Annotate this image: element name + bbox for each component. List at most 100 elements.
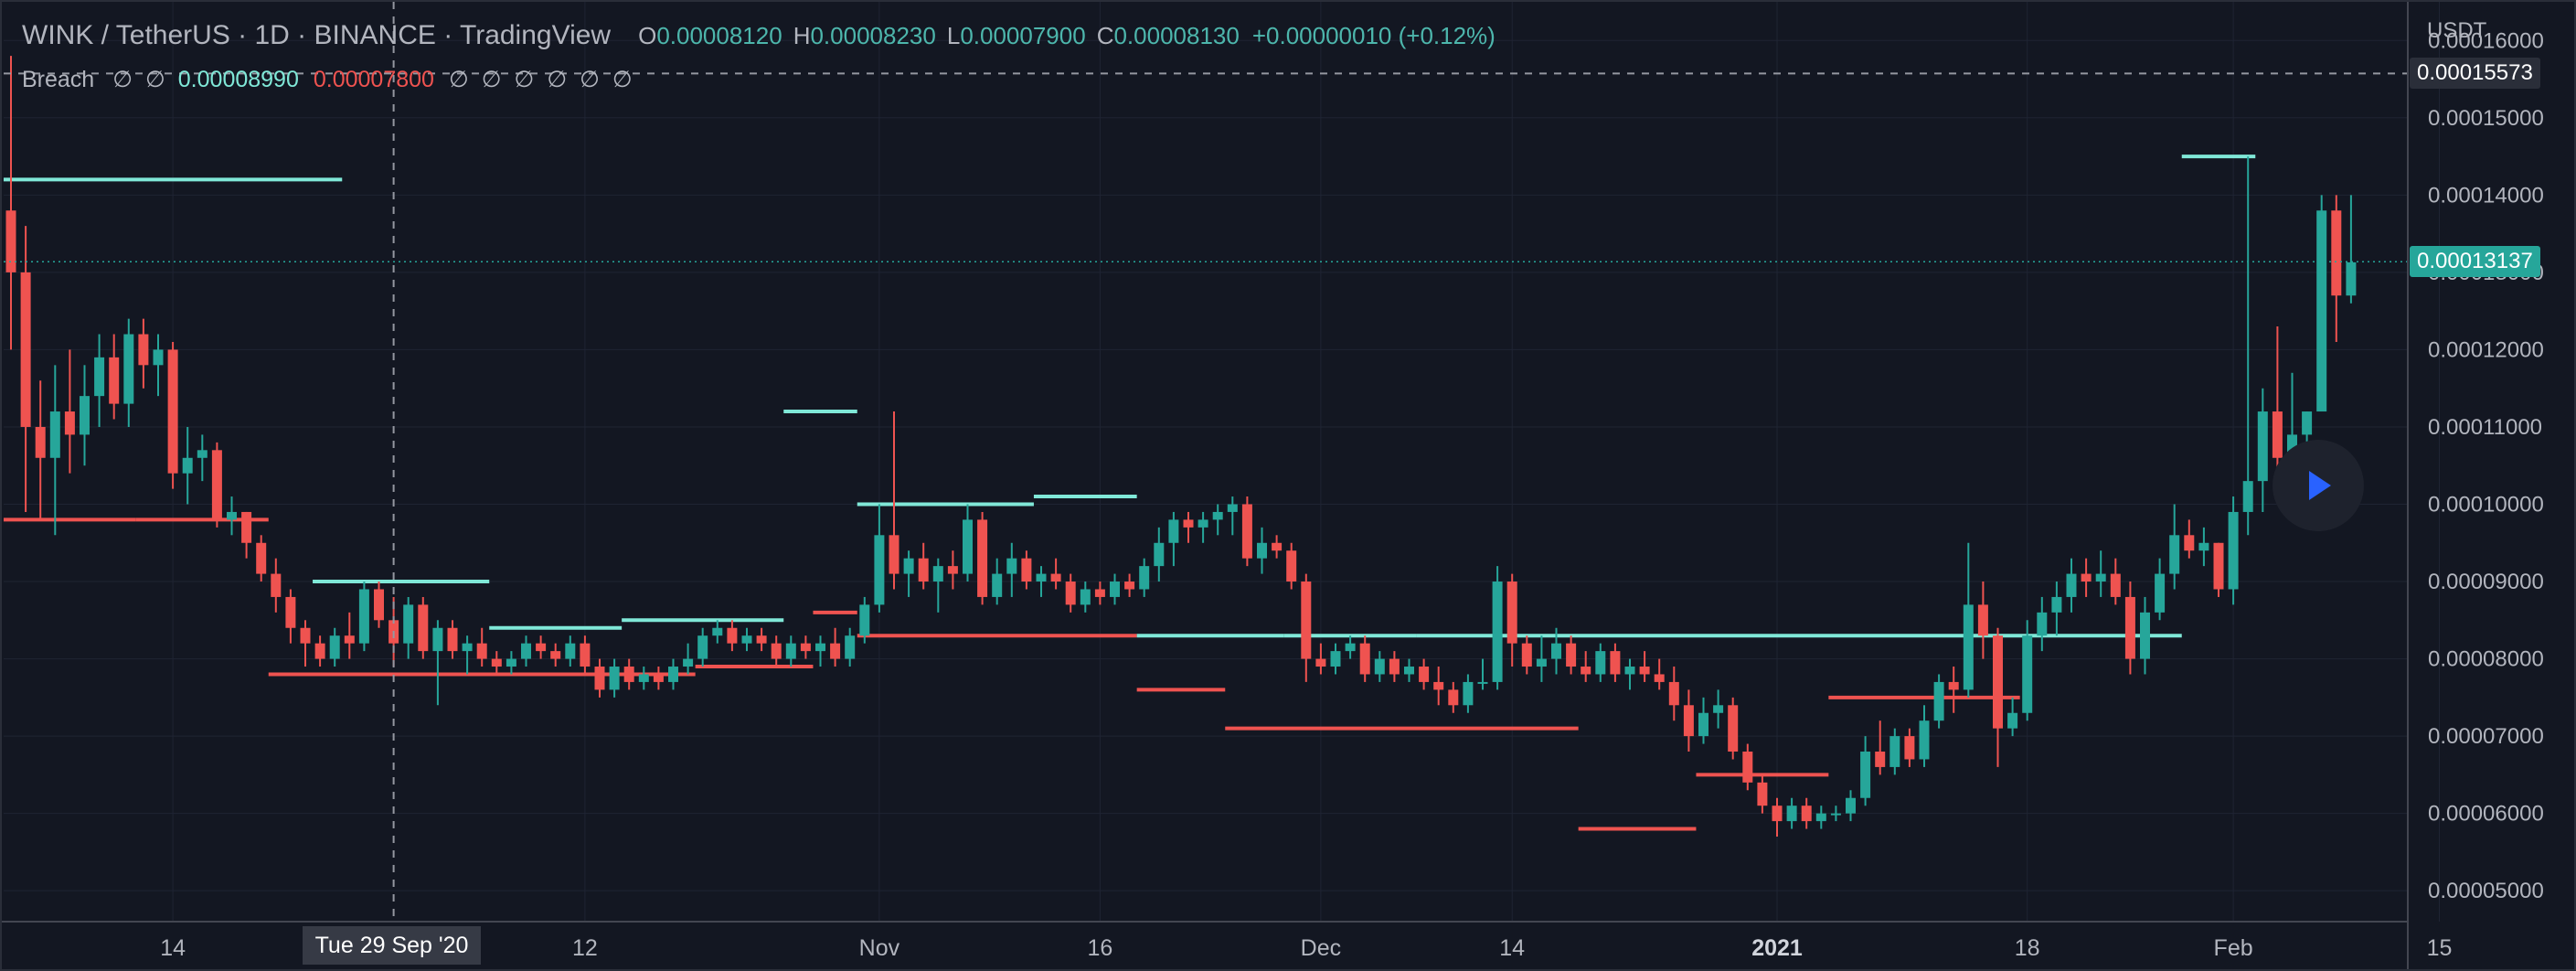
candle-down[interactable] <box>536 635 547 659</box>
candle-down[interactable] <box>285 589 296 644</box>
candle-down[interactable] <box>947 550 958 590</box>
candle-down[interactable] <box>771 635 782 667</box>
candle-up[interactable] <box>609 658 620 698</box>
candle-down[interactable] <box>1521 635 1532 675</box>
candle-down[interactable] <box>2184 519 2195 559</box>
candle-up[interactable] <box>2198 527 2209 567</box>
candle-up[interactable] <box>963 504 973 582</box>
candle-up[interactable] <box>638 667 649 690</box>
candle-down[interactable] <box>977 511 988 605</box>
candle-up[interactable] <box>2155 558 2166 621</box>
candle-down[interactable] <box>241 511 252 559</box>
candle-down[interactable] <box>374 582 384 628</box>
candle-up[interactable] <box>1036 566 1047 597</box>
candle-up[interactable] <box>1815 806 1826 829</box>
candle-up[interactable] <box>123 318 134 427</box>
candle-up[interactable] <box>1110 573 1120 605</box>
candle-down[interactable] <box>1581 651 1591 682</box>
candle-down[interactable] <box>1977 582 1988 659</box>
candle-up[interactable] <box>1919 705 1930 767</box>
candle-down[interactable] <box>1728 697 1739 760</box>
candle-down[interactable] <box>550 643 561 667</box>
candle-up[interactable] <box>49 365 60 536</box>
candle-down[interactable] <box>256 535 267 582</box>
candle-down[interactable] <box>1772 797 1783 838</box>
candle-up[interactable] <box>2051 582 2062 636</box>
candle-up[interactable] <box>1006 542 1017 597</box>
candle-up[interactable] <box>197 434 208 482</box>
candle-up[interactable] <box>697 627 708 667</box>
candle-down[interactable] <box>491 651 502 675</box>
candle-up[interactable] <box>462 635 473 675</box>
candle-down[interactable] <box>1094 582 1105 605</box>
candle-down[interactable] <box>1668 667 1679 721</box>
candle-down[interactable] <box>830 627 841 667</box>
candle-up[interactable] <box>1786 797 1797 829</box>
candle-up[interactable] <box>1374 651 1385 682</box>
candle-up[interactable] <box>2066 558 2077 613</box>
candle-up[interactable] <box>668 658 678 690</box>
candle-up[interactable] <box>1463 674 1474 713</box>
candle-down[interactable] <box>918 542 929 590</box>
candle-up[interactable] <box>1551 627 1561 675</box>
candle-down[interactable] <box>20 226 31 512</box>
indicator-name[interactable]: Breach <box>22 67 95 92</box>
candle-up[interactable] <box>1698 697 1708 744</box>
candle-down[interactable] <box>1875 720 1886 775</box>
candle-up[interactable] <box>2316 195 2327 412</box>
candle-up[interactable] <box>80 365 90 466</box>
candle-up[interactable] <box>94 334 105 427</box>
candle-up[interactable] <box>2095 550 2106 597</box>
candle-down[interactable] <box>1021 550 1032 590</box>
candle-up[interactable] <box>1492 566 1503 690</box>
currency-label[interactable]: USDT <box>2427 18 2487 43</box>
candle-down[interactable] <box>344 612 355 659</box>
candle-up[interactable] <box>2257 388 2268 512</box>
candle-down[interactable] <box>800 635 811 659</box>
candle-down[interactable] <box>756 627 767 652</box>
candle-up[interactable] <box>712 620 723 644</box>
candle-up[interactable] <box>1860 736 1871 806</box>
candle-up[interactable] <box>1139 558 1150 597</box>
candle-down[interactable] <box>64 349 75 474</box>
candle-up[interactable] <box>903 550 914 597</box>
candle-down[interactable] <box>1639 651 1650 682</box>
candle-up[interactable] <box>2007 697 2018 737</box>
candle-up[interactable] <box>153 334 164 397</box>
candle-up[interactable] <box>1536 635 1547 682</box>
candle-up[interactable] <box>565 635 576 667</box>
candle-up[interactable] <box>1154 527 1165 582</box>
candle-down[interactable] <box>418 596 429 659</box>
candle-down[interactable] <box>2124 582 2135 675</box>
candle-up[interactable] <box>1212 504 1223 536</box>
candle-down[interactable] <box>447 620 458 659</box>
candle-up[interactable] <box>1713 689 1724 729</box>
candle-down[interactable] <box>2272 326 2283 474</box>
candle-up[interactable] <box>1595 643 1606 682</box>
symbol-title[interactable]: WINK / TetherUS · 1D · BINANCE · Trading… <box>22 20 612 50</box>
candle-down[interactable] <box>1183 511 1194 543</box>
candle-down[interactable] <box>2081 558 2092 597</box>
candle-up[interactable] <box>1963 542 1974 698</box>
candle-down[interactable] <box>1272 535 1283 559</box>
candle-down[interactable] <box>1448 681 1459 713</box>
candle-down[interactable] <box>1050 558 1061 590</box>
candle-up[interactable] <box>932 558 943 613</box>
candle-down[interactable] <box>1742 743 1753 791</box>
candle-down[interactable] <box>580 635 591 675</box>
candle-down[interactable] <box>1654 658 1665 690</box>
candle-down[interactable] <box>109 334 120 420</box>
candle-down[interactable] <box>1389 651 1400 682</box>
candle-down[interactable] <box>1359 635 1370 682</box>
candle-down[interactable] <box>1433 667 1444 706</box>
candle-down[interactable] <box>594 658 605 698</box>
candle-up[interactable] <box>1404 658 1414 682</box>
candle-up[interactable] <box>1345 635 1356 659</box>
candle-up[interactable] <box>815 635 825 667</box>
candle-up[interactable] <box>2140 596 2150 675</box>
candle-up[interactable] <box>1257 527 1267 574</box>
candle-up[interactable] <box>1830 806 1841 822</box>
candle-down[interactable] <box>1419 658 1430 690</box>
candle-up[interactable] <box>1227 496 1238 536</box>
